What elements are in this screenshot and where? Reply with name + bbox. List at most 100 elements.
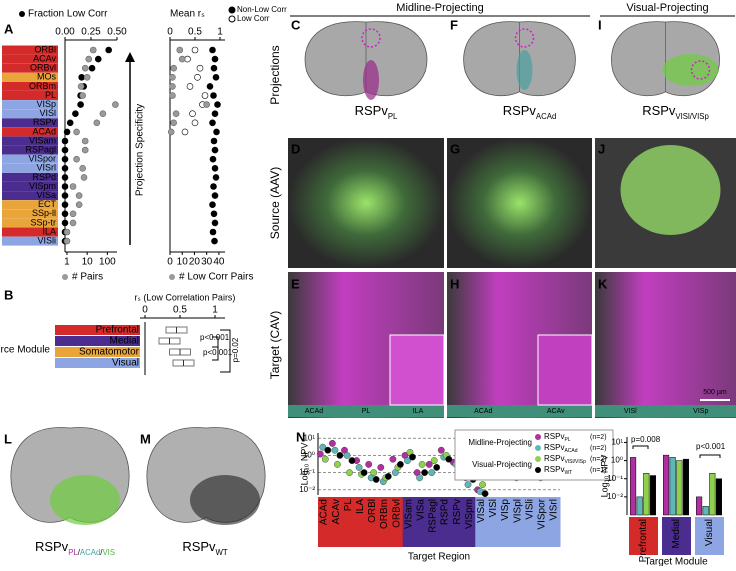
module-color xyxy=(55,347,140,357)
x-tick-label: 0.50 xyxy=(107,27,127,38)
data-point xyxy=(209,46,216,54)
legend-label: RSPvVISl/VISp xyxy=(544,454,586,465)
data-point xyxy=(61,155,69,163)
bar xyxy=(715,478,722,516)
legend-main: RSPv xyxy=(544,443,564,452)
data-point xyxy=(167,128,175,136)
data-point xyxy=(194,74,201,81)
injection-site xyxy=(690,60,711,80)
strip-label: VISp xyxy=(693,408,708,415)
data-point xyxy=(430,457,438,464)
x-tick-label: 1 xyxy=(64,257,70,268)
panel-label: C xyxy=(291,17,301,32)
legend-label: Fraction Low Corr xyxy=(28,9,108,20)
region-color xyxy=(2,127,58,137)
row-label: Target (CAV) xyxy=(268,311,282,379)
data-point xyxy=(211,237,218,245)
inset xyxy=(537,334,593,406)
data-point xyxy=(396,460,404,468)
data-point xyxy=(73,155,80,163)
region-color xyxy=(2,81,58,91)
label-sub: PL xyxy=(388,112,398,121)
data-point xyxy=(77,83,85,90)
region-color xyxy=(2,145,58,155)
region-color xyxy=(2,182,58,191)
y-axis-title: Log₁₀ NPV xyxy=(599,455,609,498)
bracket xyxy=(220,329,231,373)
x-axis-title: Target Region xyxy=(408,552,470,563)
legend-marker xyxy=(535,434,541,440)
data-point xyxy=(99,110,107,117)
data-point xyxy=(370,469,378,477)
bracket xyxy=(632,445,649,449)
category-band xyxy=(535,497,549,547)
column-header: Visual-Projecting xyxy=(626,2,708,14)
data-point xyxy=(333,460,341,468)
x-tick-label: Visual xyxy=(704,519,715,546)
x-axis-title: Target Module xyxy=(644,557,708,566)
strip-label: ILA xyxy=(413,408,424,415)
data-point xyxy=(61,183,69,190)
region-label: SSp-ll xyxy=(32,208,56,218)
category-band xyxy=(511,497,525,547)
label-main: RSPv xyxy=(35,539,69,554)
module-label: Prefrontal xyxy=(96,325,139,336)
data-point xyxy=(61,137,69,145)
legend-marker xyxy=(535,467,541,473)
x-tick-label: 0.25 xyxy=(81,27,101,38)
data-point xyxy=(61,146,69,154)
panel-label: D xyxy=(291,141,300,156)
strip-label: ACAd xyxy=(305,408,323,415)
region-label: VISli xyxy=(37,235,56,245)
brain-label: RSPvVISl/VISp xyxy=(642,103,709,120)
legend-marker xyxy=(19,11,25,17)
x-tick-label: 0 xyxy=(142,305,148,316)
x-tick-label: ACAd xyxy=(319,499,330,525)
data-point xyxy=(94,55,102,63)
x-tick-label: ORBvl xyxy=(391,499,402,528)
data-point xyxy=(211,55,219,63)
region-label: VISrl xyxy=(36,163,56,173)
module-label: Visual xyxy=(112,358,139,369)
legend-sub: PL xyxy=(564,437,570,443)
data-point xyxy=(79,92,86,99)
data-point xyxy=(328,439,336,447)
projection-tracing xyxy=(50,475,120,525)
axis-title: rₛ (Low Correlation Pairs) xyxy=(135,292,236,302)
label-main: RSPv xyxy=(355,103,389,118)
data-point xyxy=(61,210,69,218)
legend-marker xyxy=(169,274,175,280)
category-band xyxy=(318,497,331,547)
category-band xyxy=(330,497,343,547)
region-color xyxy=(2,91,58,100)
data-point xyxy=(63,228,71,236)
region-label: RSPv xyxy=(33,117,57,127)
y-tick-label: 10⁰ xyxy=(303,451,315,460)
data-point xyxy=(176,46,184,54)
x-tick-label: PL xyxy=(343,499,354,512)
x-tick-label: VISrl xyxy=(549,499,560,521)
x-tick-label: 0 xyxy=(167,257,173,268)
region-color xyxy=(2,63,58,73)
panel-label: N xyxy=(296,429,305,444)
data-point xyxy=(61,165,69,172)
category-band xyxy=(402,497,416,547)
data-point xyxy=(211,110,219,117)
x-tick-label: 0.5 xyxy=(173,305,187,316)
region-color xyxy=(2,209,58,219)
brain-label: RSPvACAd xyxy=(503,103,557,120)
y-axis-title: Log₁₀ NPV xyxy=(299,443,309,486)
data-point xyxy=(83,74,91,81)
category-band xyxy=(475,497,488,547)
data-point xyxy=(178,55,186,63)
legend-label: RSPvWT xyxy=(544,465,572,476)
module-color xyxy=(55,325,140,335)
legend-marker xyxy=(62,274,68,280)
x-tick-label: VISal xyxy=(476,499,487,523)
data-point xyxy=(212,174,220,181)
data-point xyxy=(319,443,327,451)
data-point xyxy=(105,46,112,54)
data-point xyxy=(211,146,219,154)
data-point xyxy=(172,110,180,117)
region-label: RSPagl xyxy=(25,144,56,154)
